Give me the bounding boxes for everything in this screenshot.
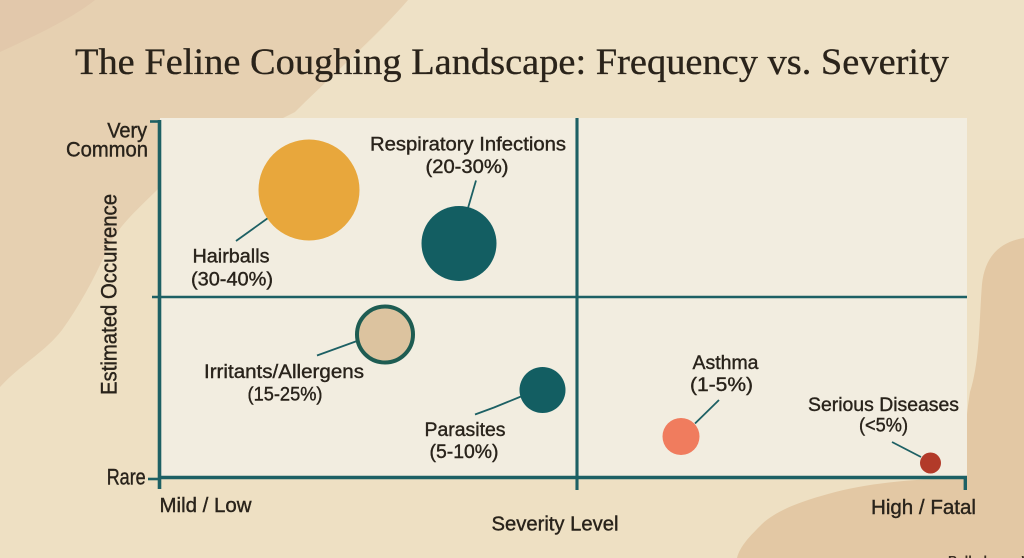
svg-text:(15-25%): (15-25%) [248,384,323,405]
svg-text:Hairballs: Hairballs [193,247,270,268]
svg-text:(5-10%): (5-10%) [430,442,499,463]
svg-text:(30-40%): (30-40%) [191,270,273,291]
svg-text:(1-5%): (1-5%) [690,375,753,396]
svg-text:Mild / Low: Mild / Low [160,494,252,517]
svg-text:Common: Common [66,139,148,162]
svg-text:Very: Very [107,120,147,143]
svg-text:Serious Diseases: Serious Diseases [808,394,959,416]
svg-text:(20-30%): (20-30%) [426,157,509,178]
svg-text:Rare: Rare [107,465,146,490]
svg-text:Belladonna W: Belladonna W [948,553,1024,558]
svg-text:Estimated Occurrence: Estimated Occurrence [97,194,122,395]
svg-text:High / Fatal: High / Fatal [871,496,976,519]
svg-text:The Feline Coughing Landscape:: The Feline Coughing Landscape: Frequency… [75,42,950,83]
svg-text:Severity Level: Severity Level [492,514,619,536]
svg-text:Asthma: Asthma [693,352,759,374]
svg-text:(<5%): (<5%) [859,416,908,437]
svg-text:Parasites: Parasites [425,420,506,441]
svg-text:Respiratory Infections: Respiratory Infections [370,135,566,156]
svg-text:Irritants/Allergens: Irritants/Allergens [204,362,364,383]
